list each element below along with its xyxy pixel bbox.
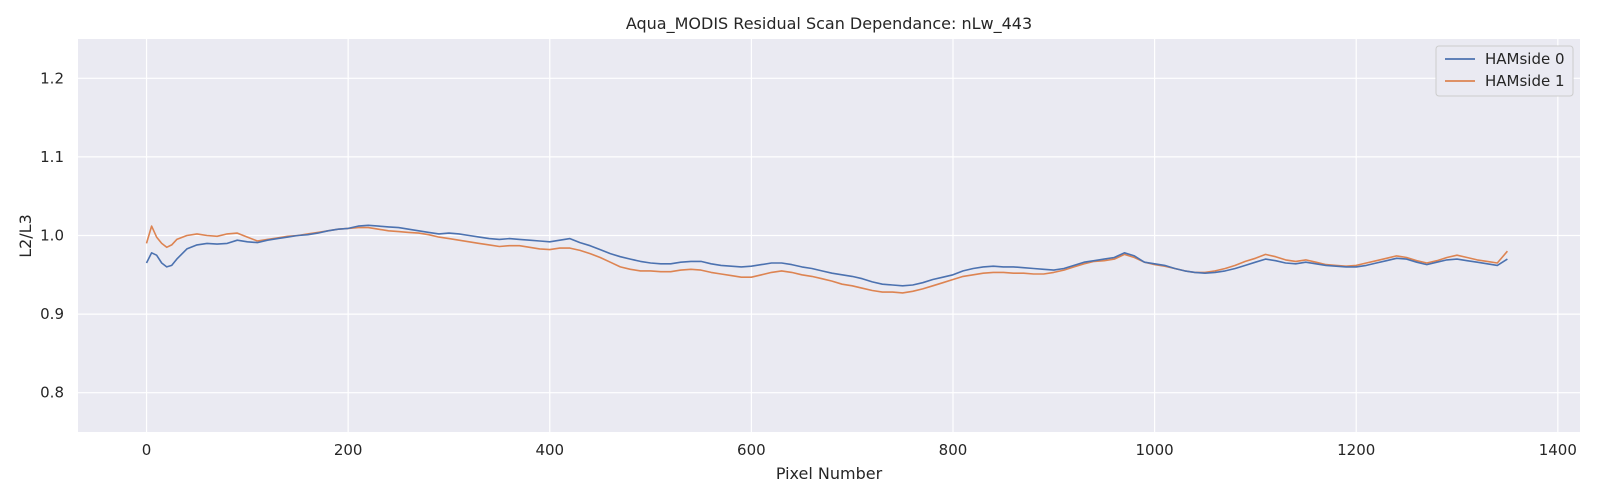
y-tick-label: 0.9 [40,305,64,323]
series-layer [145,224,1509,294]
legend-label-hamside-1: HAMside 1 [1485,72,1565,90]
x-axis-label: Pixel Number [776,464,883,483]
x-tick-label: 400 [535,441,564,459]
grid-layer [78,39,1580,432]
x-tick-label: 200 [334,441,363,459]
y-axis-label: L2/L3 [16,214,35,258]
y-tick-label: 1.1 [40,148,64,166]
y-tick-label: 0.8 [40,384,64,402]
series-line-hamside-0 [145,224,1508,287]
x-tick-label: 0 [142,441,152,459]
x-tick-label: 800 [939,441,968,459]
x-tick-label: 1400 [1539,441,1577,459]
legend-label-hamside-0: HAMside 0 [1485,50,1565,68]
x-tick-label: 1000 [1136,441,1174,459]
y-tick-label: 1.2 [40,69,64,87]
legend: HAMside 0 HAMside 1 [1435,45,1574,97]
x-tick-label: 600 [737,441,766,459]
chart-title: Aqua_MODIS Residual Scan Dependance: nLw… [626,14,1032,34]
x-tick-label: 1200 [1337,441,1375,459]
y-tick-label: 1.0 [40,227,64,245]
tick-layer: 0 200 400 600 800 1000 1200 1400 0.8 0.9 1.0 1.1 1.2 [40,69,1577,459]
